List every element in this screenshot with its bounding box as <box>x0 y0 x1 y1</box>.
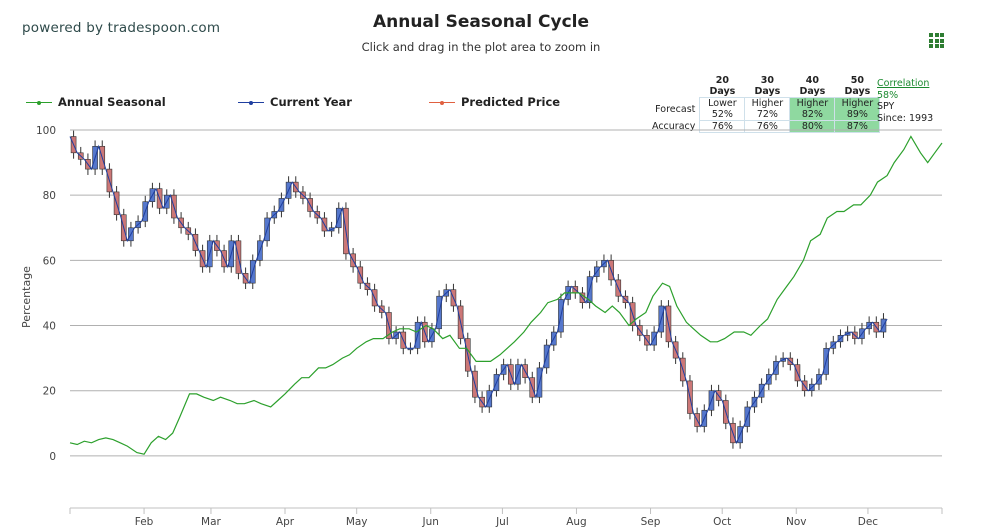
x-tick-label: Dec <box>858 516 879 528</box>
chart-subtitle: Click and drag in the plot area to zoom … <box>361 40 601 54</box>
correlation-symbol: SPY <box>877 101 895 112</box>
x-tick-label: Jun <box>422 516 439 528</box>
x-axis: Feb Mar Apr May Jun Jul Aug Sep Oct Nov Dec <box>69 507 943 528</box>
y-tick-label: 20 <box>43 386 56 398</box>
x-tick-label: Nov <box>786 516 807 528</box>
y-axis: 0 20 40 60 80 100 <box>36 125 56 463</box>
x-tick-label: Oct <box>713 516 731 528</box>
annual-seasonal-line <box>69 135 943 455</box>
column-header: 30 Days <box>754 75 781 97</box>
x-tick-label: May <box>346 516 368 528</box>
chart-title: Annual Seasonal Cycle <box>372 12 590 32</box>
y-tick-label: 0 <box>49 451 56 463</box>
column-header: 50 Days <box>844 75 871 97</box>
grid-lines <box>70 129 942 457</box>
legend-label: Current Year <box>270 95 352 109</box>
current-year-candles <box>69 130 888 449</box>
legend-label: Annual Seasonal <box>58 95 166 109</box>
x-tick-label: Mar <box>201 516 221 528</box>
y-tick-label: 60 <box>43 255 56 267</box>
x-tick-label: Sep <box>641 516 661 528</box>
current-year-line <box>69 136 759 445</box>
x-tick-label: Feb <box>135 516 154 528</box>
forecast-cell: Lower 52% <box>699 97 746 121</box>
forecast-cell: Higher 89% <box>834 97 881 121</box>
correlation-since: Since: 1993 <box>877 112 934 124</box>
y-axis-label: Percentage <box>20 266 33 328</box>
y-tick-label: 100 <box>36 125 56 137</box>
legend-label: Predicted Price <box>461 95 561 109</box>
x-tick-label: Apr <box>276 516 295 528</box>
grid-menu-icon[interactable] <box>929 33 944 48</box>
forecast-cell: Higher 72% <box>744 97 791 121</box>
current-year-line <box>757 318 888 398</box>
forecast-row-label: Forecast <box>655 103 696 115</box>
column-header: 20 Days <box>709 75 736 97</box>
legend-item-annual-seasonal[interactable]: Annual Seasonal <box>26 95 166 109</box>
y-tick-label: 80 <box>43 190 56 202</box>
annual-seasonal-series <box>69 135 943 455</box>
legend-item-predicted-price[interactable]: Predicted Price <box>429 95 560 109</box>
x-tick-label: Jul <box>495 516 509 528</box>
correlation-box: Correlation 58% SPY Since: 1993 <box>877 78 933 124</box>
legend-item-current-year[interactable]: Current Year <box>238 95 352 109</box>
y-tick-label: 40 <box>43 321 56 333</box>
accuracy-row-label: Accuracy <box>652 121 696 132</box>
forecast-table: 20 Days 30 Days 40 Days 50 Days Forecast… <box>650 75 881 133</box>
correlation-value: 58% <box>877 89 899 101</box>
x-tick-label: Aug <box>566 516 587 528</box>
powered-by-text: powered by tradespoon.com <box>22 20 221 36</box>
column-header: 40 Days <box>799 75 826 97</box>
correlation-link[interactable]: Correlation <box>877 78 930 89</box>
